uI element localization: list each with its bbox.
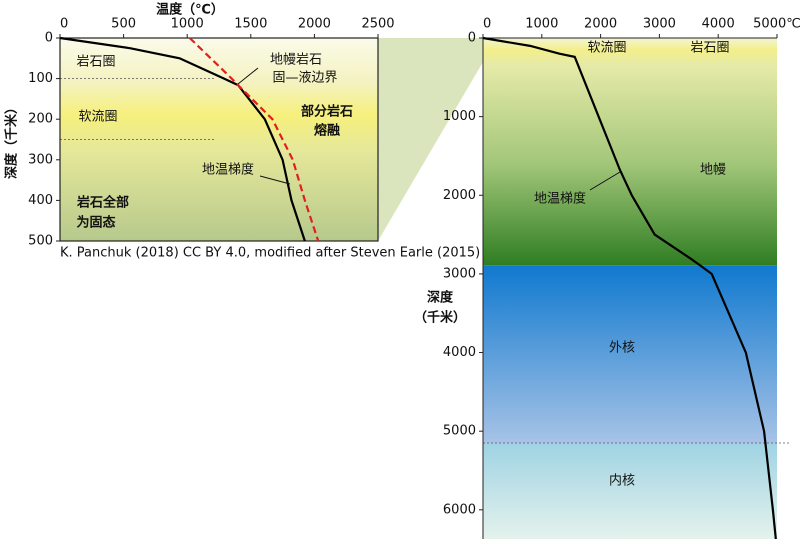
x-tick-label: 2500 [361, 17, 394, 32]
outer-core-layer [483, 265, 777, 443]
annotation: 内核 [609, 473, 635, 489]
annotation: 地幔 [700, 163, 726, 178]
mantle-layer [483, 38, 777, 266]
annotation: 地温梯度 [534, 191, 586, 207]
leader-line [237, 67, 259, 85]
data-line [188, 37, 320, 242]
annotation: 地幔岩石 [270, 53, 322, 68]
annotation: 熔融 [314, 123, 340, 139]
x-tick-label: 500 [111, 17, 136, 32]
x-tick-label: 3000 [643, 17, 676, 32]
annotation: 为固态 [76, 215, 115, 231]
y-tick-label: 5000 [443, 424, 476, 439]
y-tick-label: 500 [28, 234, 53, 249]
x-tick-label: 0 [483, 17, 491, 32]
inner-core-layer [483, 442, 777, 539]
annotation: 软流圈 [587, 41, 626, 56]
y-axis-label: 深度 [427, 290, 454, 306]
x-tick-label: 1500 [234, 17, 267, 32]
x-tick-label: 4000 [702, 17, 735, 32]
x-tick-label: 2000 [584, 17, 617, 32]
annotation: 岩石圈 [76, 55, 115, 70]
y-tick-label: 1000 [443, 109, 476, 124]
x-tick-label: 2000 [298, 17, 331, 32]
y-tick-label: 4000 [443, 345, 476, 360]
annotation: 外核 [609, 341, 635, 356]
x-axis-label: 温度（℃） [156, 2, 224, 18]
annotation: 岩石圈 [690, 41, 729, 56]
annotation: 软流圈 [78, 110, 117, 125]
y-axis-label: （千米） [414, 310, 466, 326]
annotation: 岩石全部 [76, 195, 129, 211]
zoom-connector [378, 38, 483, 241]
x-tick-label: 1000 [525, 17, 558, 32]
y-tick-label: 6000 [443, 502, 476, 517]
x-tick-label: 0 [60, 17, 68, 32]
source-credit: K. Panchuk (2018) CC BY 4.0, modified af… [60, 246, 548, 261]
annotation: 固—液边界 [272, 71, 337, 86]
y-tick-label: 300 [28, 152, 53, 167]
leader-line [589, 171, 621, 191]
y-axis-label: 深度（千米） [4, 101, 20, 179]
y-tick-label: 0 [468, 31, 476, 46]
y-tick-label: 0 [45, 31, 53, 46]
y-tick-label: 400 [28, 193, 53, 208]
y-tick-label: 100 [28, 71, 53, 86]
y-tick-label: 2000 [443, 188, 476, 203]
y-tick-label: 200 [28, 112, 53, 127]
annotation: 地温梯度 [202, 162, 254, 178]
data-line [482, 36, 777, 540]
x-tick-label: 5000℃ [753, 17, 800, 32]
annotation: 部分岩石 [301, 104, 353, 120]
leader-line [259, 175, 291, 185]
y-tick-label: 3000 [443, 266, 476, 281]
x-tick-label: 1000 [171, 17, 204, 32]
